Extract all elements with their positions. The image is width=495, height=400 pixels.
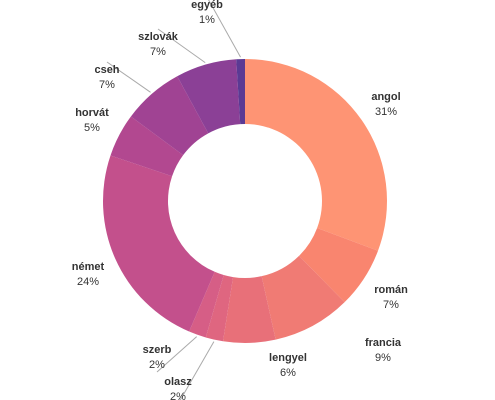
slice-label: egyéb (191, 0, 223, 11)
slice-label: szerb (143, 344, 172, 356)
donut-segment (110, 116, 184, 177)
slice-value-label: 31% (375, 106, 397, 118)
donut-segment (261, 255, 345, 340)
donut-segment (299, 227, 379, 303)
donut-segment (245, 59, 387, 251)
slice-label: francia (365, 337, 402, 349)
slice-value-label: 24% (77, 276, 99, 288)
slice-value-label: 6% (280, 367, 296, 379)
slice-label: olasz (164, 376, 192, 388)
slice-label: horvát (75, 107, 109, 119)
donut-segment (102, 155, 215, 332)
leader-line (156, 336, 198, 373)
slice-label: német (72, 261, 105, 273)
slice-value-label: 7% (150, 46, 166, 58)
slice-label: cseh (94, 64, 119, 76)
slice-value-label: 2% (170, 391, 186, 400)
donut-segment (177, 59, 241, 134)
donut-segment (223, 276, 276, 343)
leader-line (106, 61, 151, 93)
slice-label: szlovák (138, 31, 179, 43)
slice-label: angol (371, 91, 400, 103)
donut-segment (189, 271, 224, 338)
slice-value-label: 7% (383, 299, 399, 311)
slice-value-label: 2% (149, 359, 165, 371)
donut-segment (130, 76, 209, 156)
slice-label: lengyel (269, 352, 307, 364)
slice-label: román (374, 284, 408, 296)
leader-line (157, 28, 206, 64)
slice-value-label: 9% (375, 352, 391, 364)
slice-value-label: 5% (84, 122, 100, 134)
donut-segment (205, 275, 234, 342)
leader-line (179, 341, 215, 400)
slice-value-label: 1% (199, 14, 215, 26)
donut-segment (236, 59, 245, 125)
slice-value-label: 7% (99, 79, 115, 91)
leader-line (208, 0, 241, 58)
